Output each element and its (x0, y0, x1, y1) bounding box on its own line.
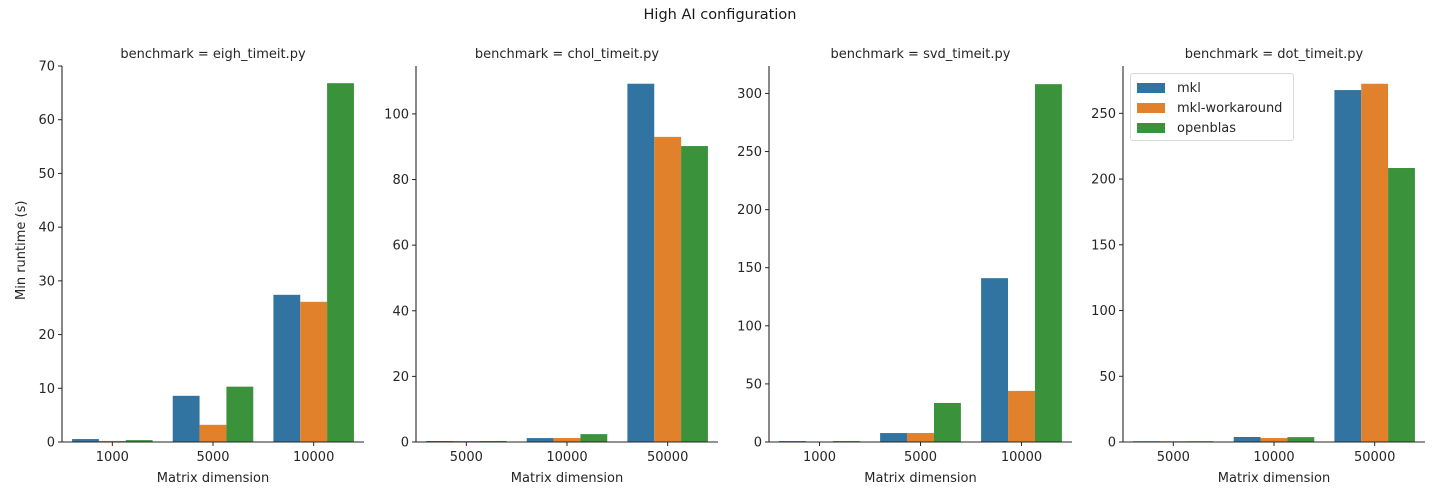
bar-mkl (72, 439, 99, 442)
legend-swatch-mkl-workaround (1137, 103, 1165, 113)
bar-openblas (327, 83, 354, 442)
x-axis-label: Matrix dimension (157, 471, 269, 486)
y-tick-label: 0 (401, 436, 409, 451)
bar-openblas (1034, 84, 1062, 442)
y-tick-label: 150 (737, 261, 762, 276)
y-tick-label: 30 (38, 274, 55, 289)
y-tick-label: 250 (1091, 107, 1116, 122)
y-tick-label: 0 (47, 436, 55, 451)
y-tick-label: 100 (384, 107, 409, 122)
panel-2: 1000 5000 10000 0 50 100 150 200 250 300 benchmark… (737, 47, 1072, 486)
y-tick-label: 80 (392, 173, 409, 188)
x-tick-label: 10000 (1001, 450, 1042, 465)
legend-item-openblas: openblas (1131, 118, 1236, 138)
x-tick-label: 1000 (803, 450, 836, 465)
legend-item-mkl-workaround: mkl-workaround (1131, 98, 1282, 118)
bar-mkl-workaround (199, 424, 227, 442)
bar-mkl (627, 83, 655, 442)
bar-mkl-workaround (907, 433, 934, 442)
legend-swatch-mkl (1137, 83, 1165, 93)
y-tick-label: 50 (38, 167, 55, 182)
y-tick-label: 200 (1091, 173, 1116, 188)
bar-mkl-workaround (1260, 438, 1288, 442)
x-axis-label: Matrix dimension (864, 471, 976, 486)
panel-title: benchmark = eigh_timeit.py (120, 47, 306, 62)
panel-title: benchmark = chol_timeit.py (475, 47, 659, 62)
bar-mkl-workaround (654, 136, 682, 442)
y-tick-label: 200 (737, 203, 762, 218)
x-tick-label: 10000 (293, 450, 334, 465)
bar-openblas (681, 146, 708, 442)
legend-item-mkl: mkl (1131, 78, 1201, 98)
bar-openblas (580, 434, 608, 442)
legend-swatch-openblas (1137, 123, 1165, 133)
y-tick-label: 0 (1108, 436, 1116, 451)
x-tick-label: 5000 (450, 450, 483, 465)
y-tick-label: 150 (1091, 238, 1116, 253)
panel-3: 5000 10000 50000 0 50 100 150 200 250 benchmark =… (1091, 47, 1425, 486)
x-tick-label: 10000 (1253, 450, 1294, 465)
legend-label: mkl-workaround (1177, 100, 1283, 116)
bar-openblas (933, 402, 961, 442)
bar-openblas (1388, 168, 1415, 442)
bar-openblas (226, 386, 254, 442)
bar-mkl (172, 395, 200, 442)
y-tick-label: 300 (737, 87, 762, 102)
y-tick-label: 250 (737, 145, 762, 160)
legend-label: openblas (1177, 120, 1237, 136)
x-tick-label: 5000 (196, 450, 229, 465)
bar-mkl (526, 438, 554, 442)
bar-mkl-workaround (300, 301, 328, 442)
y-tick-label: 70 (38, 60, 55, 75)
y-tick-label: 60 (38, 113, 55, 128)
bar-mkl (981, 278, 1009, 442)
bar-mkl-workaround (1008, 390, 1035, 442)
legend: mkl mkl-workaround openblas (1130, 73, 1294, 141)
x-tick-label: 50000 (647, 450, 688, 465)
bar-openblas (1287, 437, 1315, 442)
y-tick-label: 100 (737, 319, 762, 334)
y-tick-label: 40 (392, 304, 409, 319)
legend-label: mkl (1177, 80, 1201, 96)
x-tick-label: 5000 (1157, 450, 1190, 465)
y-tick-label: 60 (392, 239, 409, 254)
bar-mkl (273, 294, 301, 442)
panel-1: 5000 10000 50000 0 20 40 60 80 100 benchmark = ch… (384, 47, 718, 486)
panel-title: benchmark = dot_timeit.py (1185, 47, 1364, 62)
x-tick-label: 10000 (546, 450, 587, 465)
y-tick-label: 0 (754, 436, 762, 451)
bar-openblas (125, 440, 153, 442)
x-axis-label: Matrix dimension (511, 471, 623, 486)
bar-mkl (1334, 90, 1362, 442)
bar-mkl (880, 433, 908, 442)
panel-0: 1000 5000 10000 0 10 20 30 40 50 60 70 benchmark = … (38, 47, 364, 486)
y-tick-label: 20 (392, 370, 409, 385)
x-axis-label: Matrix dimension (1218, 471, 1330, 486)
y-tick-label: 50 (1099, 370, 1116, 385)
bar-mkl (1233, 437, 1261, 442)
y-tick-label: 50 (745, 377, 762, 392)
x-tick-label: 50000 (1354, 450, 1395, 465)
y-tick-label: 40 (38, 221, 55, 236)
figure-title: High AI configuration (643, 7, 797, 23)
y-tick-label: 20 (38, 328, 55, 343)
bar-mkl-workaround (553, 438, 581, 442)
y-tick-label: 10 (38, 382, 55, 397)
panel-title: benchmark = svd_timeit.py (831, 47, 1011, 62)
x-tick-label: 5000 (904, 450, 937, 465)
y-tick-label: 100 (1091, 304, 1116, 319)
x-tick-label: 1000 (96, 450, 129, 465)
bar-mkl-workaround (1361, 83, 1389, 442)
